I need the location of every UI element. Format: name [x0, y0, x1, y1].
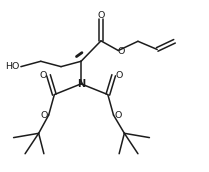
- Text: O: O: [114, 111, 122, 120]
- Text: O: O: [117, 47, 125, 56]
- Text: N: N: [77, 79, 85, 89]
- Text: O: O: [40, 111, 48, 120]
- Text: O: O: [40, 71, 47, 80]
- Text: O: O: [115, 71, 123, 80]
- Text: HO: HO: [5, 62, 19, 71]
- Text: O: O: [97, 11, 105, 20]
